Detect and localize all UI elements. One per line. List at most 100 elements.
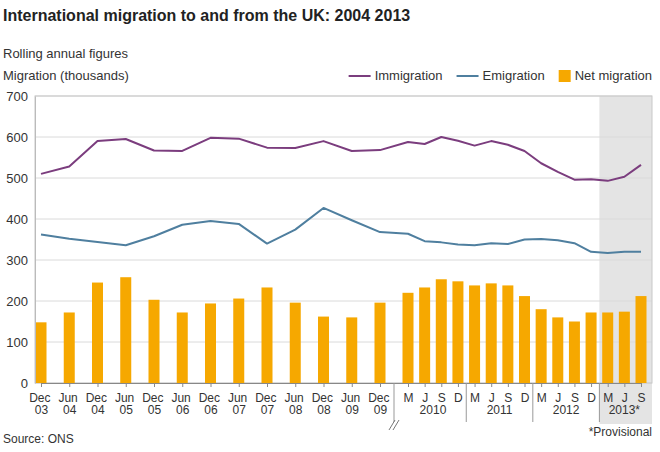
x-tick: J — [555, 383, 561, 405]
bar — [64, 312, 75, 383]
group-label: 2011 — [487, 403, 513, 417]
x-tick-label: Jun 06 — [171, 391, 194, 417]
group-separator — [394, 383, 395, 422]
grid-line — [35, 219, 652, 220]
x-tick-mark — [154, 383, 155, 387]
line — [41, 137, 641, 181]
y-tick: 0 — [21, 376, 35, 391]
bar — [419, 287, 430, 383]
x-tick-label: Dec 06 — [199, 391, 224, 417]
x-tick: Dec 07 — [255, 383, 280, 417]
bar — [36, 322, 47, 383]
bar-series — [36, 277, 647, 383]
x-tick-mark — [525, 383, 526, 387]
x-tick-mark — [182, 383, 183, 387]
x-axis: Dec 03Jun 04Dec 04Jun 05Dec 05Jun 06Dec … — [29, 383, 645, 417]
x-tick-label-line: 04 — [63, 403, 77, 417]
x-tick-mark — [508, 383, 509, 387]
x-tick: S — [504, 383, 512, 405]
group-separator — [599, 383, 600, 422]
x-tick: Dec 08 — [312, 383, 337, 417]
x-tick-label-line: 06 — [204, 403, 218, 417]
legend-item: Immigration — [349, 68, 443, 83]
x-tick-label-line: 09 — [346, 403, 360, 417]
x-tick-label-line: M — [404, 391, 414, 405]
x-tick: Jun 06 — [171, 383, 194, 417]
x-tick: S — [637, 383, 645, 405]
bar — [403, 293, 414, 383]
x-tick-mark — [541, 383, 542, 387]
x-tick: Jun 04 — [58, 383, 81, 417]
y-tick: 100 — [6, 335, 35, 350]
bar — [569, 322, 580, 384]
bar — [469, 285, 480, 383]
legend-item: Net migration — [559, 68, 652, 83]
x-tick-label-line: D — [587, 391, 596, 405]
x-tick-label-line: 05 — [148, 403, 162, 417]
x-tick: M — [470, 383, 480, 405]
x-tick-mark — [491, 383, 492, 387]
x-tick: D — [521, 383, 530, 405]
x-tick: D — [454, 383, 463, 405]
bar — [346, 317, 357, 383]
x-tick-label-line: 07 — [233, 403, 247, 417]
bar — [436, 279, 447, 383]
plot-frame — [35, 96, 652, 383]
group-label: 2013* — [609, 403, 641, 417]
x-tick-label: Jun 05 — [115, 391, 138, 417]
x-tick-mark — [475, 383, 476, 387]
x-tick-label-line: 09 — [374, 403, 388, 417]
x-tick-mark — [295, 383, 296, 387]
x-tick-label: Dec 03 — [29, 391, 54, 417]
y-tick-label: 0 — [21, 376, 28, 391]
bar — [262, 287, 273, 383]
x-tick-label-line: 03 — [35, 403, 49, 417]
x-tick-label-line: D — [521, 391, 530, 405]
bar — [120, 277, 131, 383]
x-tick-label: D — [454, 391, 463, 405]
y-tick: 400 — [6, 212, 35, 227]
x-tick-label: Dec 04 — [86, 391, 111, 417]
x-tick-label-line: 04 — [91, 403, 105, 417]
x-axis-line — [42, 383, 642, 384]
y-tick-label: 400 — [6, 212, 28, 227]
legend: Immigration Emigration Net migration — [349, 68, 652, 83]
bar — [205, 303, 216, 383]
legend-swatch — [559, 70, 571, 82]
y-axis-title: Migration (thousands) — [3, 68, 129, 83]
x-tick-label: Jun 04 — [58, 391, 81, 417]
legend-swatch — [349, 75, 371, 77]
group-separator — [466, 383, 467, 422]
x-tick-mark — [608, 383, 609, 387]
legend-swatch — [457, 75, 479, 77]
y-tick: 700 — [6, 89, 35, 104]
y-axis: 0100200300400500600700 — [6, 89, 35, 391]
x-tick: D — [587, 383, 596, 405]
group-label: 2012 — [553, 403, 580, 417]
x-tick-label: Jun 09 — [341, 391, 364, 417]
group-separator — [532, 383, 533, 422]
x-tick-mark — [408, 383, 409, 387]
x-tick: Jun 07 — [228, 383, 251, 417]
bar — [318, 317, 329, 383]
bar — [486, 283, 497, 383]
x-tick: Jun 08 — [284, 383, 307, 417]
bar — [519, 296, 530, 383]
x-tick-label: M — [470, 391, 480, 405]
source: Source: ONS — [3, 432, 74, 446]
category-groups: 2010201120122013* — [389, 383, 640, 430]
x-tick-mark — [98, 383, 99, 387]
y-tick-label: 700 — [6, 89, 28, 104]
x-tick-label-line: 08 — [317, 403, 331, 417]
x-tick-label: D — [587, 391, 596, 405]
y-tick: 600 — [6, 130, 35, 145]
y-tick-label: 500 — [6, 171, 28, 186]
axis-break — [389, 420, 399, 430]
grid-line — [35, 137, 652, 138]
line — [41, 208, 641, 253]
x-tick-label-line: D — [454, 391, 463, 405]
y-tick-label: 200 — [6, 294, 28, 309]
legend-item: Emigration — [457, 68, 545, 83]
x-tick-mark — [441, 383, 442, 387]
bar — [552, 317, 563, 383]
